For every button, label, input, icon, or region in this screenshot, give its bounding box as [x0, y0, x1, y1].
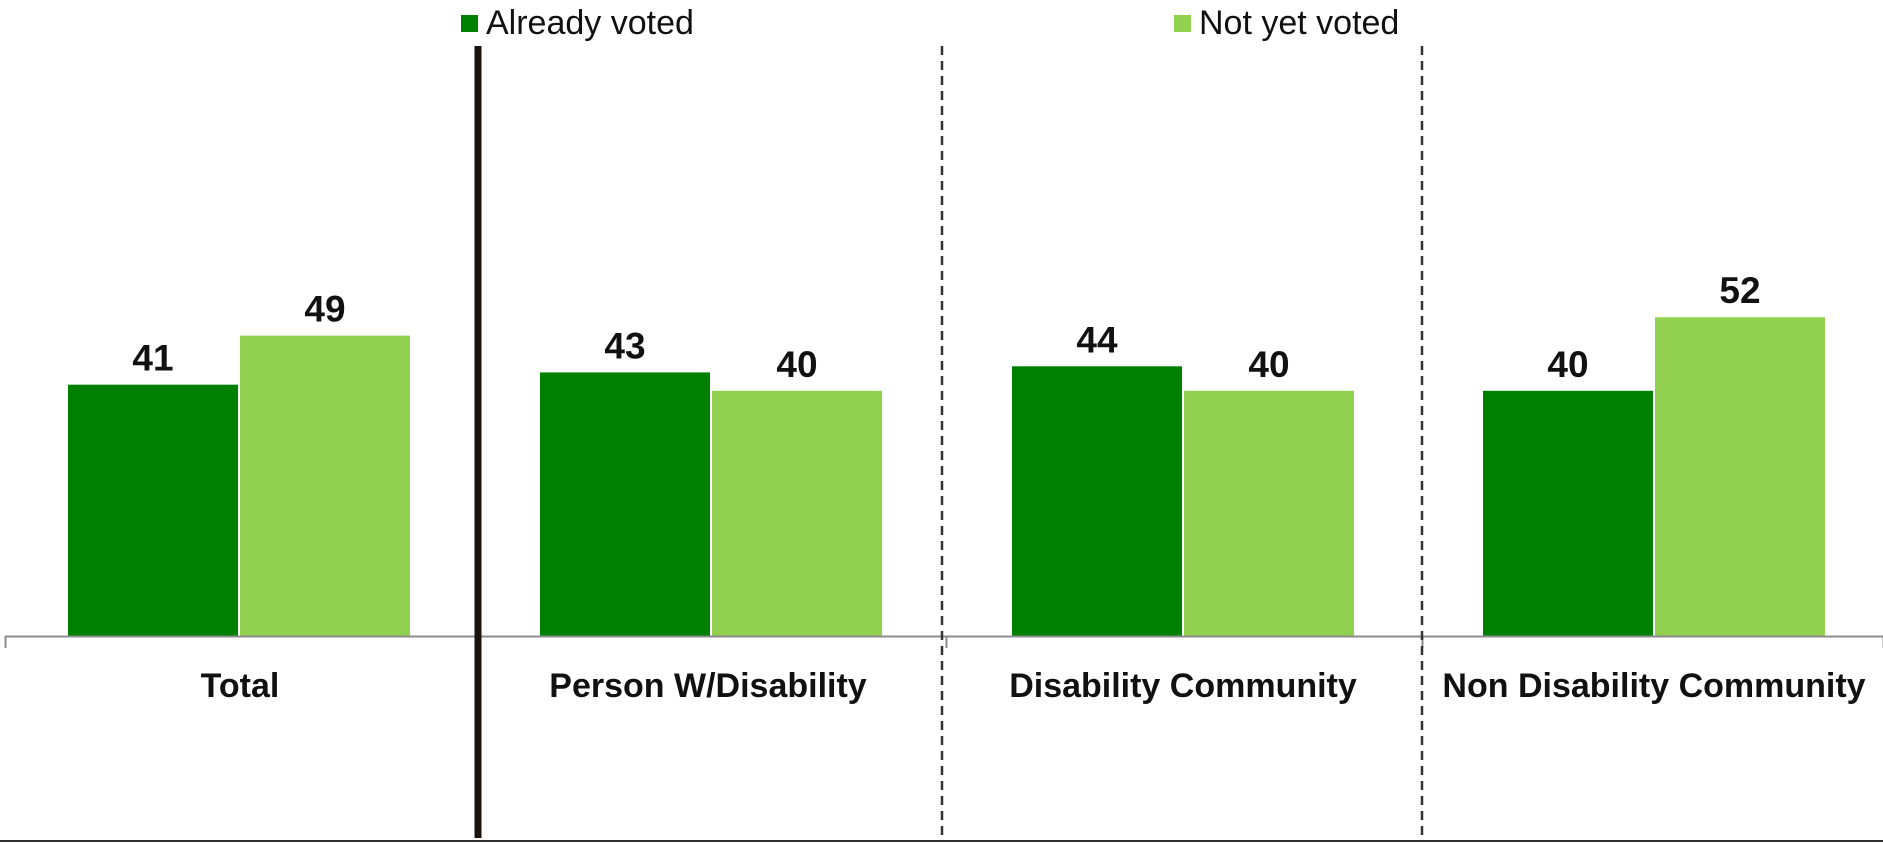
bar-already-voted-disability-community — [1012, 366, 1182, 636]
legend-label-already-voted: Already voted — [486, 4, 694, 42]
data-label-already-voted-total: 41 — [132, 338, 173, 379]
data-label-not-yet-voted-total: 49 — [304, 289, 345, 330]
bar-not-yet-voted-person-w-disability — [712, 390, 882, 636]
legend-not-yet-voted: Not yet voted — [1174, 4, 1399, 43]
data-label-already-voted-disability-community: 44 — [1076, 319, 1118, 360]
legend-swatch-already-voted — [461, 15, 478, 32]
data-label-not-yet-voted-disability-community: 40 — [1248, 344, 1289, 385]
category-label-person-w-disability: Person W/Disability — [549, 667, 866, 705]
category-label-disability-community: Disability Community — [1009, 667, 1357, 705]
data-label-not-yet-voted-person-w-disability: 40 — [776, 344, 817, 385]
bar-not-yet-voted-non-disability-community — [1655, 317, 1825, 636]
bar-already-voted-person-w-disability — [540, 372, 710, 636]
bar-already-voted-non-disability-community — [1483, 390, 1653, 636]
data-label-already-voted-non-disability-community: 40 — [1547, 344, 1588, 385]
category-label-non-disability-community: Non Disability Community — [1442, 667, 1865, 705]
bar-not-yet-voted-disability-community — [1184, 390, 1354, 636]
bar-not-yet-voted-total — [240, 335, 410, 636]
legend-label-not-yet-voted: Not yet voted — [1199, 4, 1400, 42]
legend-swatch-not-yet-voted — [1174, 15, 1191, 32]
legend-already-voted: Already voted — [461, 4, 694, 43]
data-label-already-voted-person-w-disability: 43 — [604, 325, 645, 366]
bar-already-voted-total — [68, 384, 238, 636]
data-label-not-yet-voted-non-disability-community: 52 — [1719, 270, 1760, 311]
category-label-total: Total — [201, 667, 280, 705]
